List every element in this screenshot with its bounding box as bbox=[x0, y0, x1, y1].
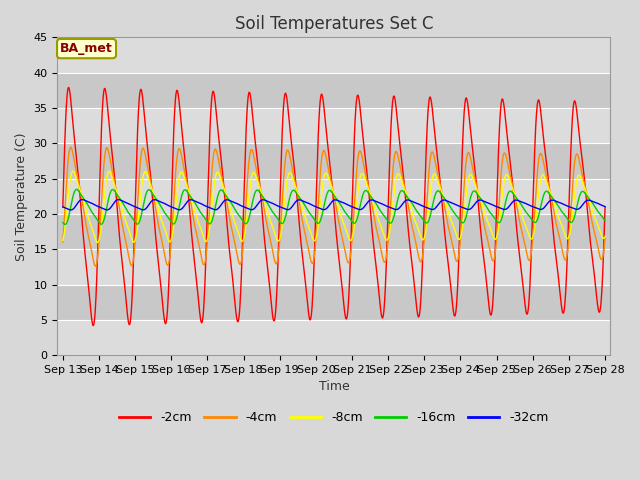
-8cm bbox=[492, 236, 500, 242]
-4cm bbox=[554, 227, 561, 233]
-2cm bbox=[350, 145, 358, 151]
Legend: -2cm, -4cm, -8cm, -16cm, -32cm: -2cm, -4cm, -8cm, -16cm, -32cm bbox=[114, 406, 554, 429]
-16cm bbox=[601, 218, 609, 224]
-4cm bbox=[350, 208, 358, 214]
-16cm bbox=[554, 202, 561, 208]
-2cm bbox=[59, 204, 67, 210]
-16cm bbox=[211, 208, 218, 214]
-8cm bbox=[93, 240, 101, 245]
-2cm bbox=[601, 204, 609, 210]
Line: -16cm: -16cm bbox=[63, 190, 605, 224]
Text: BA_met: BA_met bbox=[60, 42, 113, 55]
-32cm bbox=[554, 199, 561, 205]
Bar bbox=[58, 179, 611, 214]
-16cm bbox=[59, 220, 67, 226]
-16cm bbox=[61, 221, 69, 227]
Bar bbox=[58, 37, 611, 72]
Bar bbox=[58, 249, 611, 285]
-32cm bbox=[492, 204, 500, 209]
-32cm bbox=[67, 207, 75, 213]
-16cm bbox=[362, 188, 369, 193]
-32cm bbox=[350, 204, 358, 210]
-2cm bbox=[65, 84, 72, 90]
Bar bbox=[58, 320, 611, 355]
Title: Soil Temperatures Set C: Soil Temperatures Set C bbox=[235, 15, 433, 33]
-4cm bbox=[601, 235, 609, 240]
-2cm bbox=[90, 323, 97, 328]
-8cm bbox=[554, 212, 561, 217]
Line: -32cm: -32cm bbox=[63, 200, 605, 210]
-16cm bbox=[72, 187, 80, 192]
-8cm bbox=[569, 209, 577, 215]
-4cm bbox=[492, 245, 500, 251]
-32cm bbox=[601, 204, 609, 209]
-2cm bbox=[554, 267, 561, 273]
-8cm bbox=[69, 168, 77, 174]
Line: -4cm: -4cm bbox=[63, 147, 605, 266]
Bar bbox=[58, 144, 611, 179]
-8cm bbox=[211, 179, 218, 185]
-2cm bbox=[492, 229, 500, 235]
-4cm bbox=[569, 180, 577, 186]
-4cm bbox=[362, 172, 369, 178]
Line: -2cm: -2cm bbox=[63, 87, 605, 325]
-4cm bbox=[92, 264, 99, 269]
-4cm bbox=[59, 239, 67, 245]
Line: -8cm: -8cm bbox=[63, 171, 605, 242]
-4cm bbox=[67, 144, 74, 150]
Bar bbox=[58, 108, 611, 144]
Bar bbox=[58, 214, 611, 249]
-32cm bbox=[211, 207, 218, 213]
-32cm bbox=[569, 205, 577, 211]
X-axis label: Time: Time bbox=[319, 381, 349, 394]
-2cm bbox=[362, 158, 369, 164]
-16cm bbox=[569, 218, 577, 224]
Y-axis label: Soil Temperature (C): Soil Temperature (C) bbox=[15, 132, 28, 261]
Bar bbox=[58, 285, 611, 320]
-16cm bbox=[350, 220, 358, 226]
-4cm bbox=[211, 147, 218, 153]
-32cm bbox=[362, 202, 369, 208]
-8cm bbox=[601, 234, 609, 240]
-2cm bbox=[211, 94, 218, 99]
-16cm bbox=[492, 217, 500, 223]
-2cm bbox=[569, 111, 577, 117]
-8cm bbox=[350, 226, 358, 231]
-8cm bbox=[362, 178, 369, 184]
-32cm bbox=[59, 204, 67, 210]
-32cm bbox=[79, 197, 86, 203]
Bar bbox=[58, 72, 611, 108]
-8cm bbox=[59, 238, 67, 243]
